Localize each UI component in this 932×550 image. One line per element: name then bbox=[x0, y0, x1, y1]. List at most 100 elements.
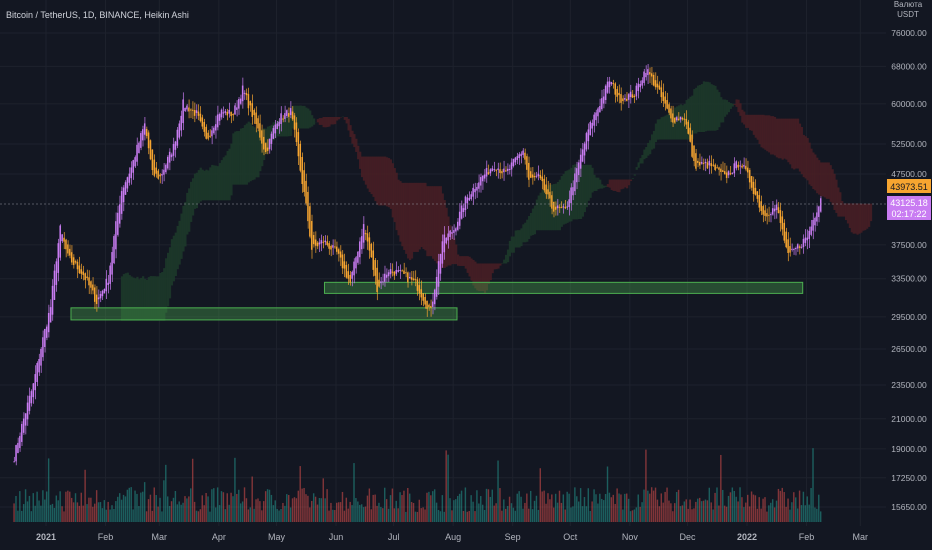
volume-bar bbox=[207, 496, 209, 522]
y-tick-label: 21000.00 bbox=[891, 414, 927, 424]
candle bbox=[197, 111, 200, 116]
volume-bar bbox=[94, 503, 96, 522]
volume-bar bbox=[812, 448, 814, 522]
volume-bar bbox=[810, 488, 812, 522]
candle bbox=[174, 141, 177, 150]
candle bbox=[249, 101, 252, 106]
candle bbox=[224, 110, 227, 113]
candle bbox=[639, 83, 641, 88]
volume-bar bbox=[399, 492, 401, 522]
candle bbox=[168, 151, 171, 163]
volume-bar bbox=[468, 511, 470, 522]
volume-bar bbox=[424, 509, 426, 522]
support-zones bbox=[70, 281, 804, 321]
candle bbox=[818, 206, 820, 217]
volume-bar bbox=[44, 499, 46, 522]
candle bbox=[343, 261, 346, 269]
candle bbox=[745, 165, 747, 170]
candle bbox=[681, 118, 684, 120]
volume-bar bbox=[764, 497, 766, 522]
volume-bar bbox=[729, 492, 732, 522]
candle bbox=[166, 156, 169, 169]
candle bbox=[19, 436, 21, 448]
candle bbox=[616, 89, 618, 97]
candle bbox=[766, 213, 768, 217]
candle bbox=[111, 252, 113, 275]
candle bbox=[660, 87, 663, 98]
volume-bar bbox=[63, 511, 65, 522]
y-tick-label: 76000.00 bbox=[891, 28, 927, 38]
current-price-tag bbox=[887, 179, 931, 193]
candle bbox=[733, 163, 736, 174]
candle bbox=[362, 224, 365, 243]
candle bbox=[70, 252, 73, 263]
volume-bar bbox=[622, 509, 624, 522]
volume-bar bbox=[599, 493, 601, 522]
volume-bar bbox=[205, 492, 207, 522]
volume-bar bbox=[430, 495, 432, 522]
candle bbox=[510, 162, 513, 170]
candle bbox=[63, 237, 65, 242]
candle bbox=[637, 83, 640, 91]
volume-bar bbox=[70, 497, 73, 522]
volume-bar bbox=[466, 511, 469, 522]
volume-bar bbox=[372, 494, 374, 522]
candle bbox=[689, 127, 691, 142]
candle bbox=[199, 113, 202, 122]
support-zone[interactable] bbox=[323, 281, 804, 294]
volume-bar bbox=[528, 508, 530, 522]
candle bbox=[672, 113, 674, 123]
volume-bar bbox=[22, 504, 25, 522]
volume-bar bbox=[360, 504, 363, 522]
volume-bar bbox=[149, 494, 152, 522]
volume-bar bbox=[34, 505, 36, 522]
y-tick-label: 52500.00 bbox=[891, 139, 927, 149]
candle bbox=[399, 269, 401, 271]
candle bbox=[627, 94, 630, 100]
volume-bar bbox=[795, 497, 797, 522]
candle bbox=[560, 207, 563, 209]
candle bbox=[370, 243, 373, 258]
candle bbox=[468, 197, 471, 201]
candle bbox=[337, 249, 340, 254]
support-zone[interactable] bbox=[70, 307, 458, 321]
volume-bar bbox=[789, 509, 791, 522]
volume-bar bbox=[614, 503, 616, 522]
candle bbox=[238, 99, 240, 109]
volume-bar bbox=[115, 501, 117, 522]
volume-bar bbox=[259, 501, 261, 522]
candle bbox=[94, 287, 96, 302]
candle bbox=[781, 216, 784, 230]
volume-bar bbox=[470, 495, 472, 522]
volume-bar bbox=[739, 487, 741, 522]
candle bbox=[312, 235, 315, 245]
volume-bar bbox=[78, 505, 81, 522]
volume-bar bbox=[718, 505, 720, 522]
candle bbox=[143, 123, 146, 135]
candle bbox=[153, 159, 156, 176]
candle bbox=[115, 221, 117, 250]
volume-bar bbox=[489, 496, 492, 522]
candle bbox=[505, 170, 507, 172]
volume-bar bbox=[190, 488, 192, 522]
volume-bar bbox=[441, 495, 444, 522]
volume-bar bbox=[32, 493, 34, 522]
candle bbox=[541, 176, 544, 182]
volume-bar bbox=[497, 460, 499, 522]
currency-label-top: Валюта bbox=[894, 0, 923, 9]
candle bbox=[416, 279, 419, 291]
volume-bar bbox=[445, 450, 447, 522]
candle bbox=[735, 161, 737, 169]
candle bbox=[741, 165, 743, 168]
candle bbox=[40, 348, 42, 366]
candle bbox=[808, 230, 810, 239]
volume-bar bbox=[337, 502, 340, 522]
volume-bar bbox=[727, 495, 730, 522]
candle bbox=[698, 161, 701, 166]
x-tick-label: Nov bbox=[622, 532, 639, 542]
candle bbox=[514, 157, 517, 163]
volume-bar bbox=[92, 506, 94, 522]
volume-bar bbox=[658, 506, 661, 522]
candle bbox=[650, 73, 653, 77]
